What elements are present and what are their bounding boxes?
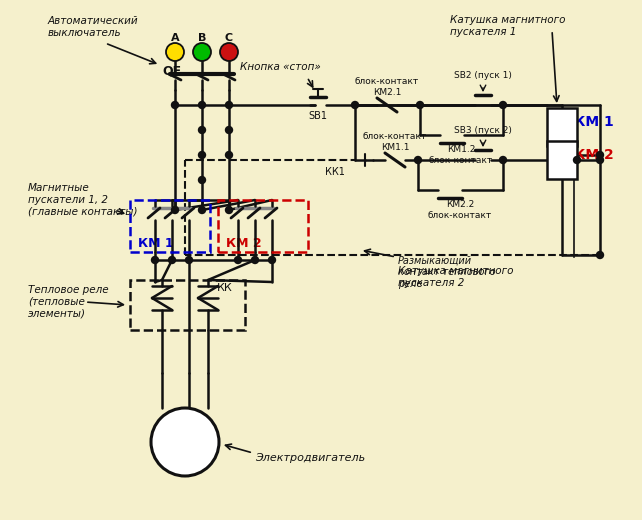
Circle shape <box>225 101 232 109</box>
Circle shape <box>415 157 422 163</box>
Circle shape <box>171 101 178 109</box>
Circle shape <box>573 157 580 163</box>
Text: B: B <box>198 33 206 43</box>
Circle shape <box>352 101 358 109</box>
Circle shape <box>198 176 205 184</box>
Circle shape <box>168 256 175 264</box>
Text: КМ 2: КМ 2 <box>226 237 262 250</box>
Text: Размыкающий
контакт теплового
реле: Размыкающий контакт теплового реле <box>398 255 496 289</box>
Text: Кнопка «стоп»: Кнопка «стоп» <box>239 62 320 72</box>
Bar <box>218 200 308 252</box>
Circle shape <box>417 101 424 109</box>
Circle shape <box>499 157 507 163</box>
Text: Магнитные
пускатели 1, 2
(главные контакты): Магнитные пускатели 1, 2 (главные контак… <box>28 184 137 217</box>
Text: Катушка магнитного
пускателя 1: Катушка магнитного пускателя 1 <box>450 15 566 37</box>
Circle shape <box>220 43 238 61</box>
Circle shape <box>152 256 159 264</box>
Circle shape <box>252 256 259 264</box>
Bar <box>547 141 577 179</box>
Circle shape <box>234 256 241 264</box>
Text: КМ1.2
блок-контакт: КМ1.2 блок-контакт <box>429 145 493 165</box>
Text: M: M <box>175 433 195 451</box>
Text: КК1: КК1 <box>325 167 345 177</box>
Circle shape <box>151 408 219 476</box>
Text: SB2 (пуск 1): SB2 (пуск 1) <box>454 71 512 80</box>
Text: КМ 2: КМ 2 <box>574 148 614 162</box>
Circle shape <box>225 126 232 134</box>
Circle shape <box>596 151 603 159</box>
Circle shape <box>499 101 507 109</box>
Text: КМ 1: КМ 1 <box>574 115 614 129</box>
Text: КМ2.2
блок-контакт: КМ2.2 блок-контакт <box>428 200 492 220</box>
Bar <box>130 280 245 330</box>
Text: SB1: SB1 <box>309 111 327 121</box>
Text: КК: КК <box>217 283 233 293</box>
Text: блок-контакт
КМ1.1: блок-контакт КМ1.1 <box>363 132 427 152</box>
Text: Электродвигатель: Электродвигатель <box>255 453 365 463</box>
Circle shape <box>225 151 232 159</box>
Circle shape <box>171 206 178 214</box>
Circle shape <box>596 157 603 163</box>
Text: C: C <box>225 33 233 43</box>
Circle shape <box>268 256 275 264</box>
Text: QF: QF <box>162 64 181 77</box>
Text: КМ 1: КМ 1 <box>138 237 173 250</box>
Circle shape <box>225 206 232 214</box>
Circle shape <box>166 43 184 61</box>
Circle shape <box>198 151 205 159</box>
Circle shape <box>596 252 603 258</box>
Text: Тепловое реле
(тепловые
элементы): Тепловое реле (тепловые элементы) <box>28 285 108 319</box>
Text: A: A <box>171 33 179 43</box>
Text: Автоматический
выключатель: Автоматический выключатель <box>48 16 139 38</box>
Circle shape <box>198 101 205 109</box>
Text: SB3 (пуск 2): SB3 (пуск 2) <box>454 125 512 135</box>
Text: блок-контакт
КМ2.1: блок-контакт КМ2.1 <box>355 77 419 97</box>
Bar <box>547 108 577 146</box>
Text: Катушка магнитного
пускателя 2: Катушка магнитного пускателя 2 <box>398 266 514 288</box>
Circle shape <box>186 256 193 264</box>
Circle shape <box>198 206 205 214</box>
Circle shape <box>198 126 205 134</box>
Bar <box>130 200 210 252</box>
Circle shape <box>193 43 211 61</box>
